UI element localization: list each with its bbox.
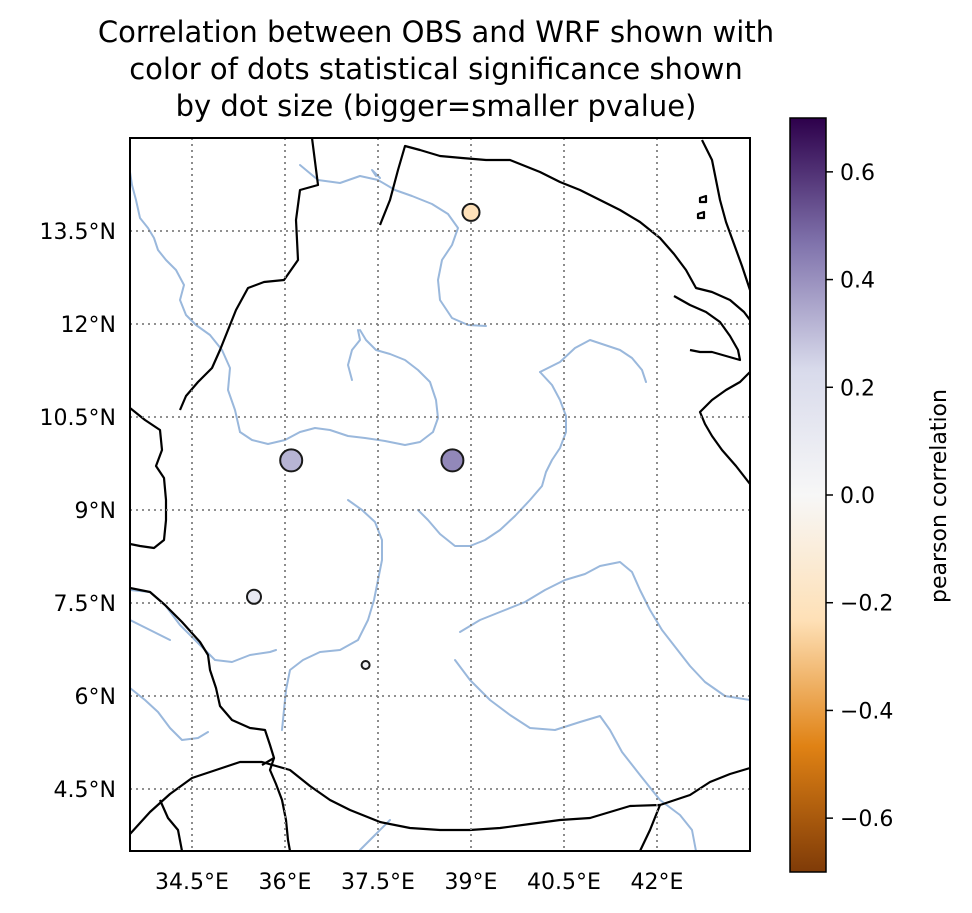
island-1 [698,194,708,204]
colorbar: 0.6 0.4 0.2 0.0 −0.2 −0.4 −0.6 pearson correla… [789,117,952,873]
river-sw [130,687,209,741]
border-kenya-west [158,799,184,851]
border-somaliland [698,371,750,485]
lat-tick-label-3: 9°N [75,499,116,524]
lon-tick-label-4: 40.5°E [527,870,601,895]
river-omo-upper [281,499,383,731]
lon-tick-label-3: 39°E [445,870,498,895]
river-awash [539,339,647,383]
lon-tick-label-5: 42°E [631,870,684,895]
lon-tick-label-1: 36°E [259,870,312,895]
river-awash-lower [417,371,567,547]
lat-tick-label-6: 4.5°N [54,778,116,803]
lat-tick-labels: 13.5°N 12°N 10.5°N 9°N 7.5°N 6°N 4.5°N [40,220,116,803]
border-coast [701,139,750,291]
colorbar-label: pearson correlation [927,389,952,603]
station-dot-3 [246,588,262,605]
colorbar-tick-label-4: −0.2 [840,592,893,617]
title-line-2: color of dots statistical significance s… [129,52,743,86]
river-tekeze [299,164,487,327]
lat-tick-label-5: 6°N [75,685,116,710]
station-dot-1 [440,448,465,473]
river-lake-tana [347,329,361,381]
station-dot-2 [461,202,481,222]
colorbar-tick-label-0: 0.6 [840,161,875,186]
colorbar-tick-label-2: 0.2 [840,376,875,401]
title-line-1: Correlation between OBS and WRF shown wi… [97,15,775,49]
colorbar-tick-label-5: −0.4 [840,699,893,724]
border-djibouti [673,295,742,362]
station-dot-4 [360,660,371,670]
colorbar-ticks: 0.6 0.4 0.2 0.0 −0.2 −0.4 −0.6 [826,161,893,832]
plot-title: Correlation between OBS and WRF shown wi… [0,14,872,125]
stations [246,202,481,670]
river-tributary-west [130,171,241,433]
country-borders [130,138,750,851]
station-dot-0 [279,448,304,473]
lat-tick-label-4: 7.5°N [54,592,116,617]
island-2 [696,210,706,220]
border-eritrea-east [378,144,750,321]
border-sudan-se [268,757,292,851]
river-baro-2 [130,619,171,641]
title-line-3: by dot size (bigger=smaller pvalue) [175,89,697,123]
border-sudan-south [130,586,276,766]
gridlines [130,138,750,851]
lon-tick-labels: 34.5°E 36°E 37.5°E 39°E 40.5°E 42°E [155,870,683,895]
lon-tick-label-2: 37.5°E [341,870,415,895]
lat-tick-label-1: 12°N [61,313,116,338]
map-panel [129,137,751,852]
map-frame [129,137,751,852]
colorbar-tick-label-1: 0.4 [840,269,875,294]
colorbar-fill [790,118,826,872]
river-genale [454,659,697,851]
border-south [639,804,662,851]
map-background [130,138,750,851]
river-blue-nile-upper [239,329,439,446]
colorbar-tick-label-3: 0.0 [840,484,875,509]
colorbar-tick-label-6: −0.6 [840,807,893,832]
border-kenya [130,760,750,835]
river-east [359,819,391,851]
lon-tick-label-0: 34.5°E [155,870,229,895]
border-eritrea-north [178,138,320,411]
lat-tick-label-2: 10.5°N [40,406,116,431]
rivers [130,164,750,851]
border-sudan-west [130,407,168,550]
lat-tick-label-0: 13.5°N [40,220,116,245]
